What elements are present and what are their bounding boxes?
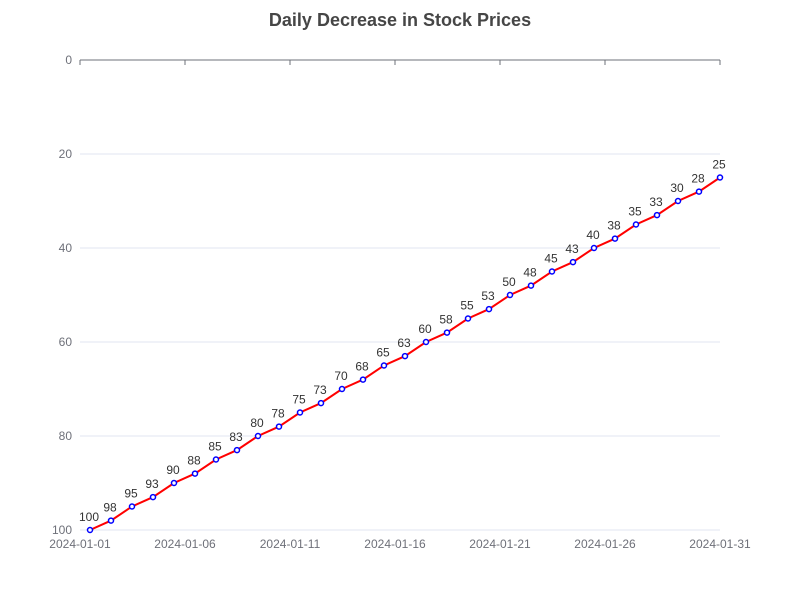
data-point <box>695 188 703 195</box>
data-point <box>569 258 577 266</box>
data-point <box>485 305 493 313</box>
data-point <box>380 362 388 369</box>
data-point <box>212 456 220 463</box>
data-label: 73 <box>313 383 327 397</box>
y-tick-label: 60 <box>59 335 73 349</box>
y-tick-label: 80 <box>59 429 73 443</box>
data-label: 53 <box>481 289 495 303</box>
data-label: 45 <box>544 252 558 266</box>
data-point <box>611 235 619 242</box>
data-point <box>401 352 409 360</box>
data-label: 88 <box>187 454 201 468</box>
data-label: 50 <box>502 275 516 289</box>
data-point <box>443 329 451 336</box>
data-label: 98 <box>103 501 117 515</box>
y-tick-label: 0 <box>65 53 72 67</box>
data-label: 55 <box>460 299 474 313</box>
data-label: 78 <box>271 407 285 421</box>
data-point <box>170 479 178 487</box>
x-tick-label: 2024-01-11 <box>260 537 321 551</box>
data-point <box>107 517 115 524</box>
x-tick-label: 2024-01-06 <box>154 537 216 551</box>
data-label: 75 <box>292 393 306 407</box>
data-point <box>422 338 430 346</box>
data-point <box>233 446 241 454</box>
data-point <box>527 282 535 289</box>
data-label: 90 <box>166 463 180 477</box>
data-point <box>149 493 157 501</box>
data-label: 70 <box>334 369 348 383</box>
x-tick-label: 2024-01-21 <box>469 537 531 551</box>
data-label: 85 <box>208 440 222 454</box>
data-point <box>275 423 283 430</box>
data-label: 43 <box>565 242 579 256</box>
data-label: 83 <box>229 430 243 444</box>
data-label: 93 <box>145 477 159 491</box>
data-point <box>191 470 199 477</box>
data-label: 35 <box>628 205 642 219</box>
data-label: 40 <box>586 228 600 242</box>
data-point <box>674 197 682 205</box>
y-tick-label: 20 <box>59 147 73 161</box>
data-point <box>338 385 346 393</box>
data-point <box>359 376 367 383</box>
data-label: 95 <box>124 487 138 501</box>
data-label: 68 <box>355 360 369 374</box>
data-point <box>254 432 262 440</box>
data-label: 80 <box>250 416 264 430</box>
data-label: 33 <box>649 195 663 209</box>
data-label: 58 <box>439 313 453 327</box>
data-point <box>506 291 514 299</box>
x-tick-label: 2024-01-26 <box>574 537 636 551</box>
data-label: 28 <box>691 172 705 186</box>
data-label: 48 <box>523 266 537 280</box>
data-point <box>716 174 724 181</box>
data-point <box>317 399 325 407</box>
data-label: 30 <box>670 181 684 195</box>
data-point <box>86 526 94 534</box>
data-point <box>296 409 304 416</box>
x-tick-label: 2024-01-16 <box>364 537 426 551</box>
data-point <box>632 221 640 228</box>
data-point <box>128 503 136 510</box>
data-label: 25 <box>712 158 726 172</box>
data-label: 38 <box>607 219 621 233</box>
x-tick-label: 2024-01-01 <box>49 537 111 551</box>
x-tick-label: 2024-01-31 <box>689 537 751 551</box>
data-point <box>548 268 556 275</box>
data-point <box>590 244 598 252</box>
data-point <box>653 211 661 219</box>
data-label: 100 <box>79 510 99 524</box>
data-label: 63 <box>397 336 411 350</box>
data-point <box>464 315 472 322</box>
y-tick-label: 100 <box>52 523 72 537</box>
y-tick-label: 40 <box>59 241 73 255</box>
data-label: 60 <box>418 322 432 336</box>
data-label: 65 <box>376 346 390 360</box>
chart-title: Daily Decrease in Stock Prices <box>268 10 532 30</box>
